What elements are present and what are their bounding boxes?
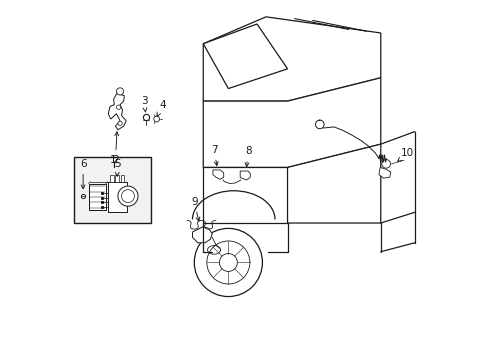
Text: 7: 7 — [210, 144, 218, 166]
Text: 10: 10 — [397, 148, 413, 161]
Circle shape — [153, 116, 159, 122]
Polygon shape — [287, 144, 380, 223]
Text: 1: 1 — [110, 155, 117, 165]
Polygon shape — [203, 78, 380, 167]
Text: 4: 4 — [157, 100, 166, 116]
Text: 2: 2 — [112, 132, 119, 165]
Polygon shape — [192, 226, 212, 243]
Bar — [115, 175, 119, 182]
Circle shape — [194, 228, 262, 297]
Bar — [107, 182, 127, 212]
Bar — [74, 157, 151, 223]
Text: 9: 9 — [191, 197, 200, 221]
Polygon shape — [203, 17, 380, 101]
Bar — [88, 184, 105, 211]
Text: 6: 6 — [80, 159, 86, 189]
Polygon shape — [203, 167, 287, 223]
Polygon shape — [212, 170, 223, 179]
Circle shape — [381, 159, 389, 168]
Text: 5: 5 — [114, 159, 120, 176]
Bar — [110, 175, 113, 182]
Circle shape — [116, 88, 123, 95]
Text: 3: 3 — [141, 96, 147, 112]
Polygon shape — [240, 171, 250, 180]
Text: 8: 8 — [244, 146, 251, 167]
Polygon shape — [108, 94, 126, 130]
Polygon shape — [203, 24, 287, 89]
Circle shape — [118, 121, 122, 126]
Circle shape — [118, 186, 138, 206]
Circle shape — [116, 105, 121, 109]
Bar — [121, 175, 124, 182]
Polygon shape — [378, 167, 390, 178]
